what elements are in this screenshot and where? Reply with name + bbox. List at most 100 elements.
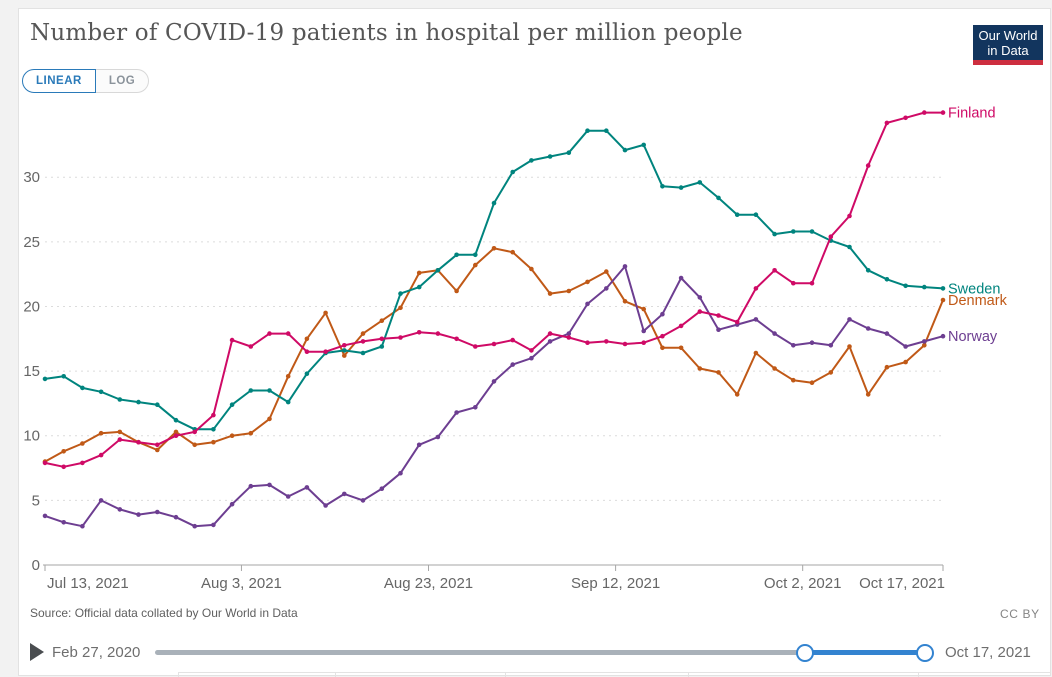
data-point[interactable] (622, 341, 628, 347)
data-point[interactable] (903, 283, 908, 289)
data-point[interactable] (529, 158, 534, 163)
data-point[interactable] (753, 286, 759, 291)
data-point[interactable] (865, 163, 871, 168)
data-point[interactable] (809, 340, 815, 346)
data-point[interactable] (884, 120, 890, 126)
data-point[interactable] (248, 483, 254, 489)
data-point[interactable] (248, 344, 254, 349)
data-point[interactable] (285, 331, 291, 336)
data-point[interactable] (828, 234, 834, 239)
data-point[interactable] (847, 213, 852, 219)
legend-label-denmark[interactable]: Denmark (948, 293, 1008, 309)
data-point[interactable] (865, 268, 871, 273)
data-point[interactable] (697, 309, 703, 314)
data-point[interactable] (473, 252, 478, 258)
data-point[interactable] (61, 520, 66, 525)
data-point[interactable] (192, 523, 197, 529)
data-point[interactable] (61, 374, 66, 379)
data-point[interactable] (940, 297, 946, 303)
data-point[interactable] (566, 331, 572, 336)
data-point[interactable] (734, 392, 740, 397)
data-point[interactable] (323, 349, 328, 355)
data-point[interactable] (211, 412, 216, 418)
data-point[interactable] (734, 212, 740, 217)
data-point[interactable] (398, 335, 403, 340)
data-point[interactable] (510, 362, 515, 367)
data-point[interactable] (323, 310, 328, 316)
data-point[interactable] (342, 491, 347, 497)
data-point[interactable] (285, 494, 291, 499)
data-point[interactable] (454, 410, 459, 415)
data-point[interactable] (884, 364, 890, 370)
data-point[interactable] (903, 344, 908, 349)
data-point[interactable] (847, 344, 852, 349)
data-point[interactable] (416, 330, 422, 335)
data-point[interactable] (772, 231, 777, 237)
legend-label-finland[interactable]: Finland (948, 106, 996, 122)
data-point[interactable] (342, 343, 347, 348)
data-point[interactable] (566, 335, 572, 340)
data-point[interactable] (510, 169, 515, 175)
data-point[interactable] (809, 280, 815, 286)
series-norway[interactable]: Norway (42, 264, 998, 529)
data-point[interactable] (248, 430, 254, 436)
data-point[interactable] (42, 460, 48, 466)
data-point[interactable] (117, 507, 123, 512)
data-point[interactable] (641, 142, 646, 148)
linear-button[interactable]: LINEAR (22, 69, 96, 93)
data-point[interactable] (772, 268, 777, 273)
data-point[interactable] (604, 128, 609, 133)
data-point[interactable] (379, 336, 385, 342)
legend-label-norway[interactable]: Norway (948, 329, 998, 345)
data-point[interactable] (192, 442, 197, 448)
data-point[interactable] (753, 212, 759, 217)
data-point[interactable] (454, 336, 459, 342)
data-point[interactable] (697, 180, 703, 185)
data-point[interactable] (753, 350, 759, 356)
data-point[interactable] (173, 417, 179, 423)
data-point[interactable] (884, 331, 890, 336)
data-point[interactable] (716, 370, 721, 375)
data-point[interactable] (547, 291, 553, 296)
data-point[interactable] (791, 229, 796, 234)
data-point[interactable] (697, 295, 703, 300)
data-point[interactable] (491, 246, 497, 251)
data-point[interactable] (491, 379, 497, 384)
data-point[interactable] (604, 269, 609, 274)
data-point[interactable] (660, 311, 665, 317)
data-point[interactable] (80, 460, 85, 466)
data-point[interactable] (61, 464, 66, 470)
data-point[interactable] (791, 280, 796, 286)
data-point[interactable] (229, 433, 235, 439)
data-point[interactable] (547, 339, 553, 344)
series-sweden[interactable]: Sweden (42, 128, 1001, 432)
data-point[interactable] (940, 333, 946, 339)
data-point[interactable] (211, 522, 216, 528)
data-point[interactable] (229, 402, 235, 408)
owid-logo[interactable]: Our World in Data (973, 25, 1043, 65)
data-point[interactable] (379, 318, 385, 324)
data-point[interactable] (622, 299, 628, 304)
data-point[interactable] (229, 337, 235, 343)
data-point[interactable] (398, 305, 403, 311)
data-point[interactable] (155, 447, 160, 453)
data-point[interactable] (117, 429, 123, 435)
data-point[interactable] (529, 355, 534, 361)
data-point[interactable] (622, 264, 628, 269)
data-point[interactable] (678, 185, 684, 190)
data-point[interactable] (155, 509, 160, 515)
series-denmark[interactable]: Denmark (42, 246, 1008, 464)
data-point[interactable] (473, 405, 478, 410)
data-point[interactable] (398, 291, 403, 296)
data-point[interactable] (229, 501, 235, 507)
data-point[interactable] (98, 389, 104, 395)
play-button[interactable] (30, 643, 44, 661)
data-point[interactable] (248, 388, 254, 393)
data-point[interactable] (323, 503, 328, 508)
data-point[interactable] (903, 359, 908, 365)
data-point[interactable] (398, 470, 403, 476)
data-point[interactable] (136, 439, 141, 445)
data-point[interactable] (98, 452, 104, 458)
data-point[interactable] (641, 306, 646, 312)
data-point[interactable] (42, 376, 48, 382)
